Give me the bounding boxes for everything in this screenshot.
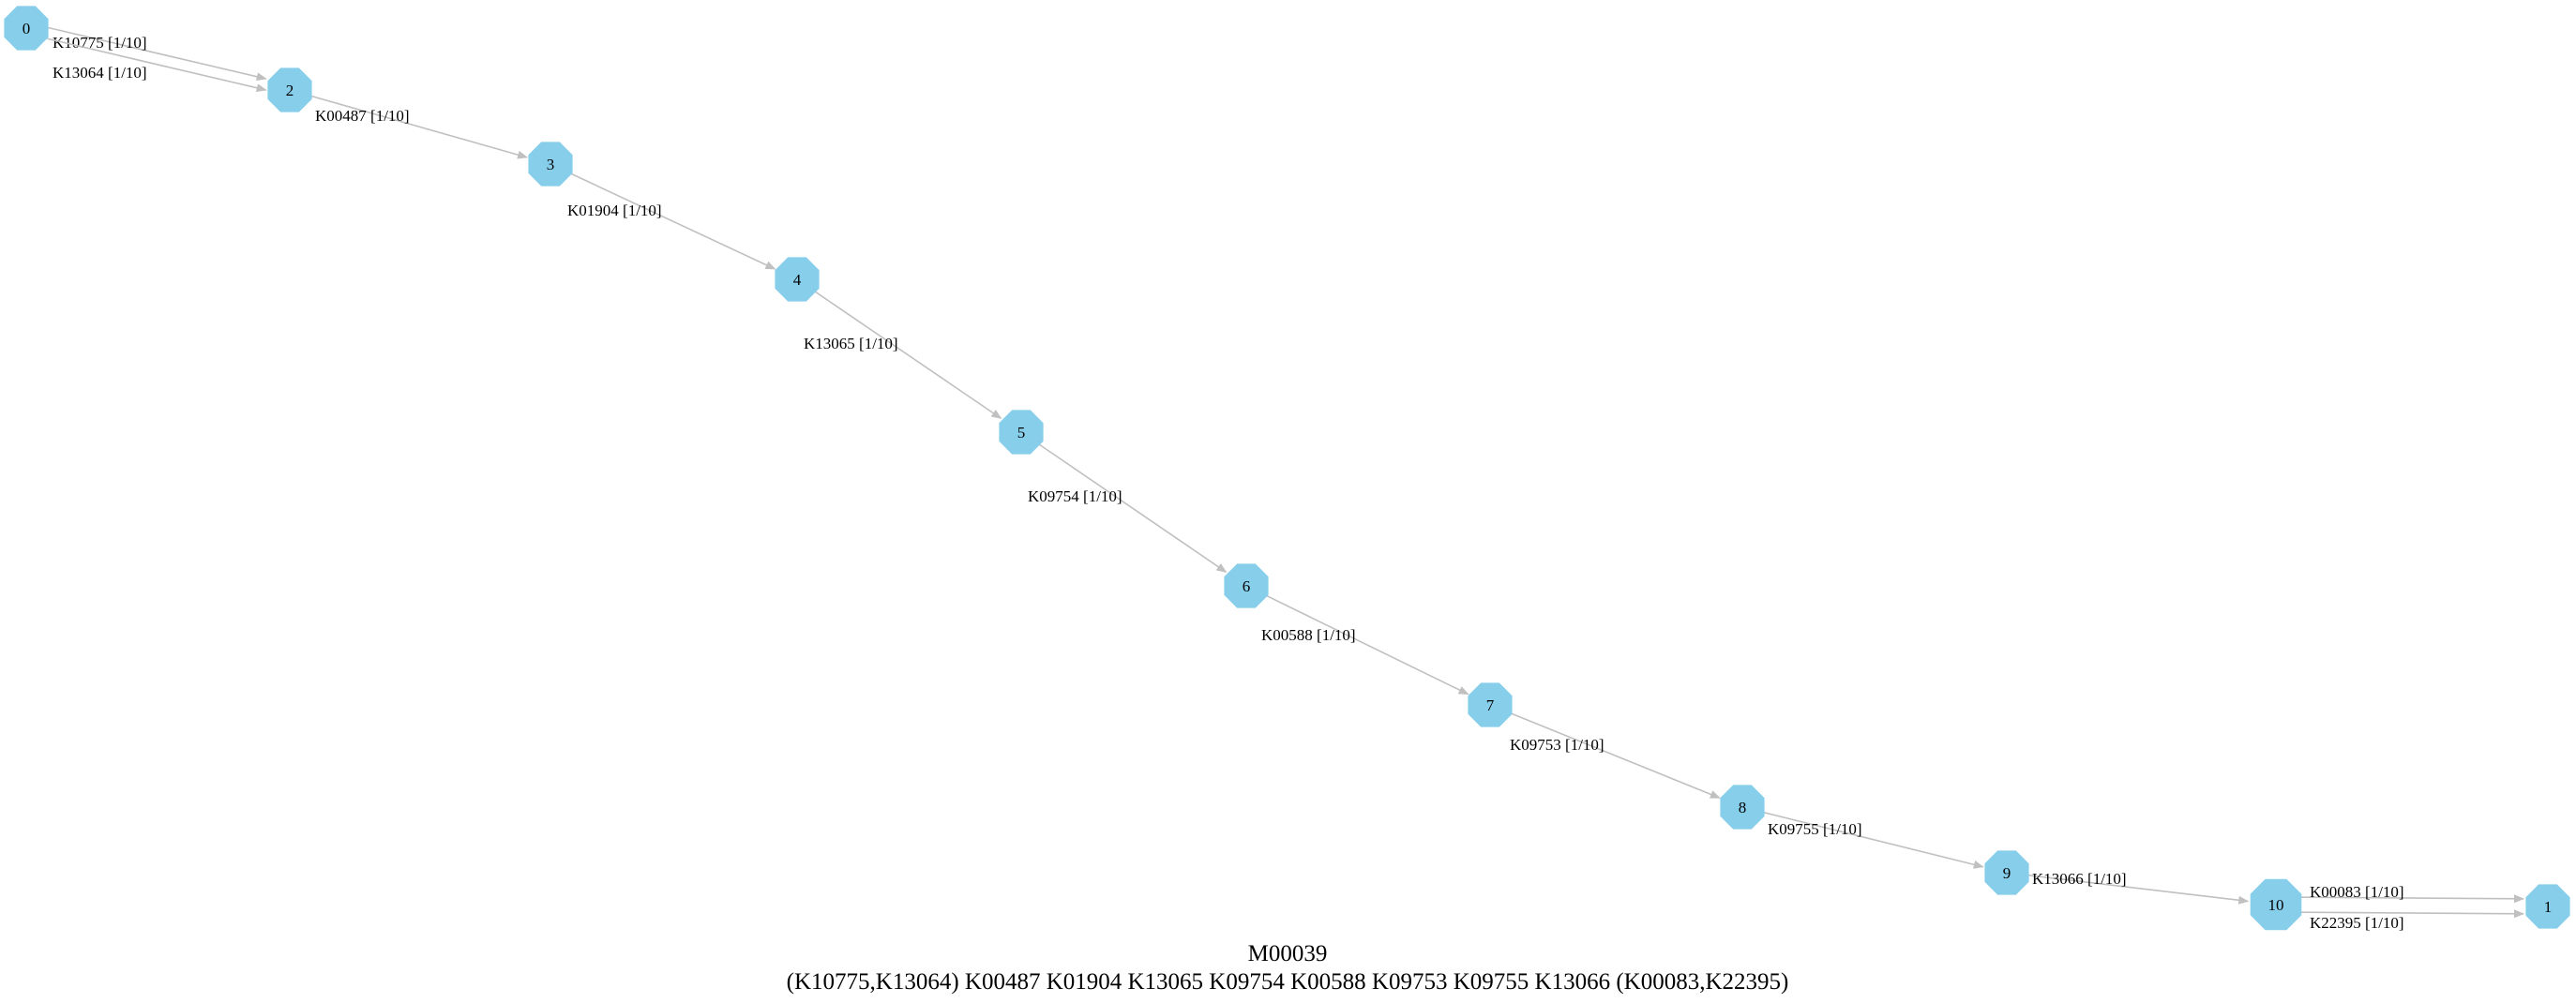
node-10: 10 (2250, 878, 2302, 931)
edge-10-1: K00083 [1/10] (2300, 883, 2524, 904)
node-label: 1 (2544, 898, 2553, 916)
edge-line (2300, 894, 2524, 904)
node-label: 5 (1017, 424, 1026, 442)
node-label: 3 (547, 156, 555, 173)
edge-line (569, 172, 776, 270)
edge-5-6: K09754 [1/10] (1028, 443, 1228, 573)
node-octagon-icon (1984, 850, 2029, 895)
node-label: 7 (1486, 696, 1495, 714)
node-octagon-icon (528, 142, 573, 187)
edge-line (1265, 594, 1469, 696)
node-octagon-icon (775, 257, 820, 302)
caption: M00039 (K10775,K13064) K00487 K01904 K13… (787, 941, 1789, 995)
edge-9-10: K13066 [1/10] (2027, 870, 2250, 905)
node-5: 5 (999, 410, 1044, 455)
node-7: 7 (1468, 682, 1513, 727)
edge-label: K01904 [1/10] (567, 202, 662, 219)
node-label: 10 (2268, 896, 2284, 914)
edge-line (2027, 874, 2250, 905)
edge-label: K13066 [1/10] (2032, 870, 2127, 888)
node-1: 1 (2525, 884, 2570, 929)
node-octagon-icon (999, 410, 1044, 455)
module-title: M00039 (1248, 941, 1328, 966)
node-2: 2 (267, 67, 312, 112)
node-6: 6 (1224, 563, 1269, 608)
edge-0-2: K13064 [1/10] (47, 37, 267, 93)
node-octagon-icon (1224, 563, 1269, 608)
node-8: 8 (1720, 785, 1765, 830)
edge-label: K00487 [1/10] (315, 107, 410, 125)
node-octagon-icon (4, 6, 49, 51)
edge-label: K09753 [1/10] (1510, 736, 1604, 754)
node-label: 4 (793, 271, 802, 289)
node-label: 0 (23, 20, 31, 37)
node-label: 6 (1243, 577, 1251, 595)
edge-line (1763, 811, 1984, 869)
node-octagon-icon (2525, 884, 2570, 929)
node-label: 8 (1739, 799, 1747, 816)
node-0: 0 (4, 6, 49, 51)
edge-2-3: K00487 [1/10] (309, 95, 528, 159)
node-octagon-icon (2250, 878, 2302, 931)
edge-label: K13065 [1/10] (804, 335, 898, 352)
edges-layer: K10775 [1/10] K13064 [1/10] K00487 [1/10] K… (47, 26, 2524, 932)
edge-label: K09755 [1/10] (1768, 820, 1862, 838)
edge-7-8: K09753 [1/10] (1510, 711, 1721, 799)
node-3: 3 (528, 142, 573, 187)
node-octagon-icon (1720, 785, 1765, 830)
edge-line (2300, 909, 2524, 919)
edge-0-2: K10775 [1/10] (47, 26, 267, 82)
edge-label: K09754 [1/10] (1028, 487, 1122, 505)
node-9: 9 (1984, 850, 2029, 895)
edge-label: K00588 [1/10] (1261, 626, 1356, 644)
edge-10-1: K22395 [1/10] (2300, 909, 2524, 932)
edge-label: K00083 [1/10] (2310, 883, 2404, 901)
nodes-layer: 0 2 3 4 5 6 7 8 9 10 1 (4, 6, 2570, 931)
edge-label: K22395 [1/10] (2310, 914, 2404, 932)
node-octagon-icon (1468, 682, 1513, 727)
edge-3-4: K01904 [1/10] (567, 172, 776, 270)
node-4: 4 (775, 257, 820, 302)
edge-8-9: K09755 [1/10] (1763, 811, 1984, 869)
edge-line (814, 291, 1002, 420)
node-label: 2 (286, 82, 294, 99)
edge-line (47, 26, 267, 82)
edge-label: K13064 [1/10] (53, 64, 147, 82)
node-label: 9 (2003, 864, 2011, 882)
edge-4-5: K13065 [1/10] (804, 291, 1002, 420)
edge-6-7: K00588 [1/10] (1261, 594, 1469, 696)
edge-line (1038, 443, 1228, 573)
edge-label: K10775 [1/10] (53, 34, 147, 52)
edge-line (309, 95, 528, 159)
node-octagon-icon (267, 67, 312, 112)
edge-line (47, 37, 267, 93)
module-definition: (K10775,K13064) K00487 K01904 K13065 K09… (787, 969, 1789, 995)
edge-line (1510, 711, 1721, 799)
